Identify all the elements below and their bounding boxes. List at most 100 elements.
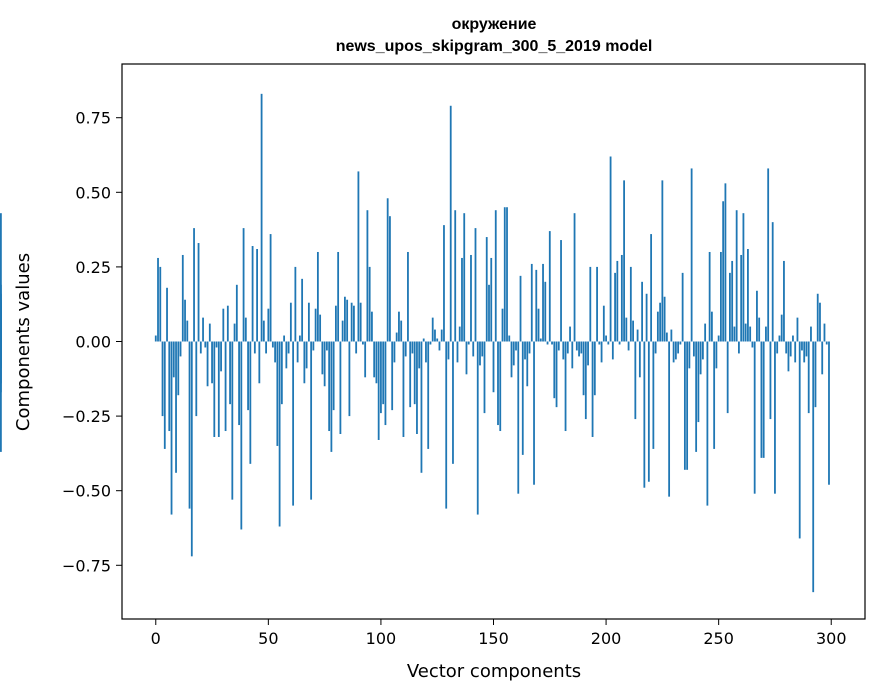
bar-42 bbox=[249, 341, 252, 464]
bar-26 bbox=[213, 341, 216, 437]
bar-58 bbox=[285, 341, 288, 369]
bar-41 bbox=[247, 341, 249, 411]
bar-57 bbox=[283, 335, 286, 342]
bar-118 bbox=[420, 341, 423, 473]
bar-167 bbox=[530, 263, 533, 342]
y-axis-ticks: −0.75 −0.50 −0.25 0.00 0.25 0.50 0.75 bbox=[62, 109, 122, 575]
bar-51 bbox=[269, 234, 272, 342]
bar-88 bbox=[353, 305, 355, 342]
bar-48 bbox=[262, 320, 265, 342]
bar-92 bbox=[362, 341, 364, 345]
bar-173 bbox=[544, 281, 547, 342]
bar-79 bbox=[332, 341, 335, 411]
bar-7 bbox=[170, 341, 173, 515]
bar-282 bbox=[789, 341, 792, 357]
bar-155 bbox=[503, 207, 506, 342]
bar-142 bbox=[474, 228, 477, 342]
bar-219 bbox=[647, 341, 650, 482]
bar-247 bbox=[711, 311, 713, 342]
bar-296 bbox=[821, 341, 824, 375]
bar-107 bbox=[395, 332, 398, 342]
bar-176 bbox=[551, 341, 553, 345]
bar-280 bbox=[785, 341, 788, 354]
bar-76 bbox=[325, 341, 328, 351]
bar-261 bbox=[742, 213, 745, 342]
bar-69 bbox=[310, 341, 313, 500]
bar-175 bbox=[548, 231, 551, 342]
bar-188 bbox=[578, 341, 580, 357]
bar-11 bbox=[179, 341, 182, 357]
bar-178 bbox=[555, 341, 558, 408]
bar-288 bbox=[803, 341, 806, 363]
bar-169 bbox=[535, 269, 538, 342]
bar-133 bbox=[454, 210, 457, 342]
bar-238 bbox=[690, 168, 693, 342]
x-axis-ticks: 0 50 100 150 200 250 300 bbox=[151, 619, 847, 648]
bar-293 bbox=[814, 341, 817, 408]
bar-156 bbox=[506, 207, 508, 342]
bar-134 bbox=[456, 341, 459, 363]
y-tick-label: 0.00 bbox=[75, 333, 111, 352]
bar-171 bbox=[539, 338, 542, 342]
x-axis-label: Vector components bbox=[407, 661, 581, 682]
bar-68 bbox=[307, 302, 310, 342]
bar-236 bbox=[686, 341, 689, 470]
bar-5 bbox=[166, 287, 168, 342]
bar-113 bbox=[409, 341, 412, 408]
bar-239 bbox=[692, 341, 695, 357]
bar-235 bbox=[683, 341, 686, 470]
bar-182 bbox=[564, 341, 567, 432]
bar-200 bbox=[605, 335, 607, 342]
bar-123 bbox=[431, 317, 434, 342]
bar-95 bbox=[368, 266, 371, 342]
bar-37 bbox=[238, 341, 240, 426]
bar-4 bbox=[163, 341, 166, 449]
bar-22 bbox=[204, 341, 207, 348]
bar-177 bbox=[553, 341, 556, 399]
bar-275 bbox=[774, 341, 776, 494]
bar-284 bbox=[794, 341, 797, 363]
bar-87 bbox=[350, 302, 353, 342]
bar-18 bbox=[195, 341, 198, 417]
bar-128 bbox=[443, 225, 445, 342]
bar-190 bbox=[582, 341, 585, 396]
bar-172 bbox=[542, 263, 544, 342]
bar-295 bbox=[819, 302, 821, 342]
bar-252 bbox=[722, 201, 725, 342]
bar-206 bbox=[618, 341, 621, 345]
bar-138 bbox=[465, 341, 468, 375]
bar-undefined bbox=[0, 284, 2, 342]
bar-132 bbox=[452, 341, 454, 464]
bar-112 bbox=[407, 251, 409, 342]
bar-125 bbox=[436, 338, 439, 342]
bar-205 bbox=[616, 260, 619, 342]
bar-73 bbox=[319, 314, 322, 342]
bar-212 bbox=[632, 320, 634, 342]
bar-52 bbox=[271, 341, 274, 348]
bar-17 bbox=[193, 228, 195, 342]
bar-80 bbox=[334, 305, 337, 342]
bar-186 bbox=[573, 213, 576, 342]
bar-274 bbox=[771, 222, 774, 342]
bar-224 bbox=[659, 302, 662, 342]
bar-220 bbox=[650, 234, 653, 342]
bar-70 bbox=[312, 341, 315, 351]
bar-16 bbox=[190, 341, 193, 557]
bar-44 bbox=[253, 341, 256, 354]
bar-89 bbox=[355, 341, 358, 354]
bar-152 bbox=[497, 341, 499, 426]
bar-65 bbox=[301, 278, 304, 342]
bar-256 bbox=[731, 260, 734, 342]
bar-105 bbox=[391, 341, 394, 411]
bar-201 bbox=[607, 341, 610, 345]
bar-83 bbox=[341, 320, 344, 342]
bar-179 bbox=[557, 341, 560, 351]
bar-283 bbox=[792, 335, 794, 342]
x-tick-label: 0 bbox=[151, 629, 161, 648]
bar-222 bbox=[654, 341, 657, 354]
bar-291 bbox=[810, 326, 812, 342]
bar-86 bbox=[348, 341, 351, 417]
y-tick-label: −0.50 bbox=[62, 482, 111, 501]
bar-116 bbox=[416, 341, 418, 434]
